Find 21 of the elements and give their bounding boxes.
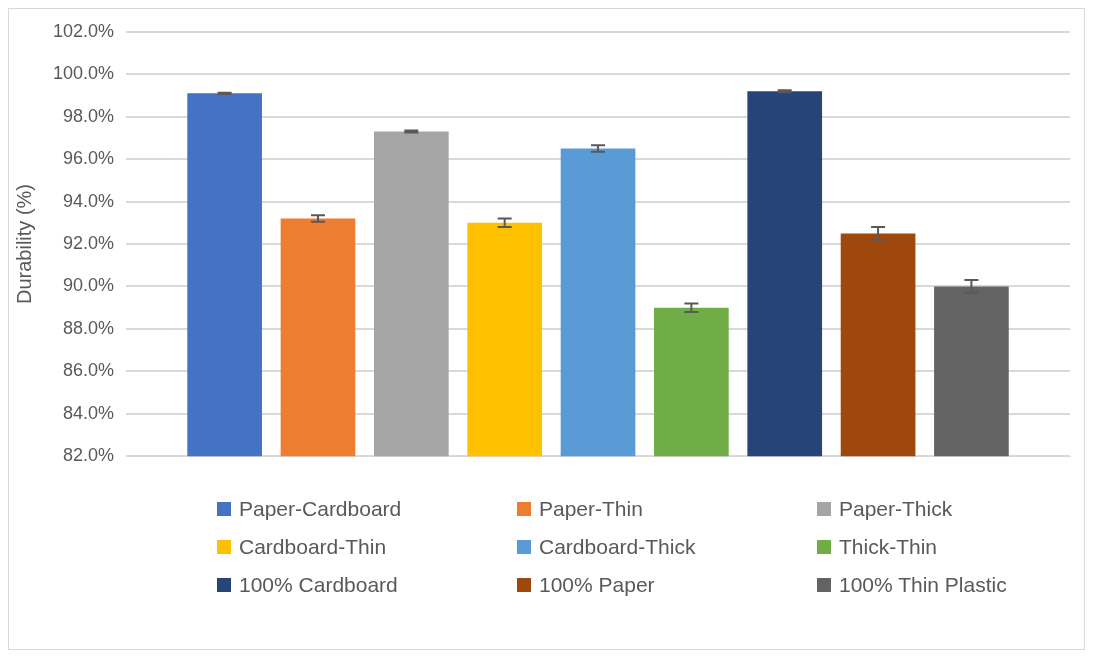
y-tick-label: 86.0%: [63, 360, 115, 381]
legend-label: 100% Paper: [539, 573, 655, 597]
legend-label: 100% Thin Plastic: [839, 573, 1007, 597]
legend-label: Paper-Thick: [839, 497, 953, 521]
y-tick-label: 94.0%: [63, 190, 115, 211]
y-axis-title: Durability (%): [12, 183, 35, 305]
y-tick-label: 96.0%: [63, 148, 115, 169]
legend-label: Cardboard-Thin: [239, 535, 387, 559]
legend-label: Thick-Thin: [839, 535, 938, 559]
y-tick-label: 82.0%: [63, 445, 115, 466]
legend-label: Cardboard-Thick: [539, 535, 696, 559]
y-tick-label: 102.0%: [52, 20, 115, 41]
y-tick-label: 90.0%: [63, 275, 115, 296]
legend-label: 100% Cardboard: [239, 573, 398, 597]
legend-label: Paper-Thin: [539, 497, 643, 521]
legend-label: Paper-Cardboard: [239, 497, 402, 521]
y-tick-label: 98.0%: [63, 105, 115, 126]
y-tick-label: 84.0%: [63, 402, 115, 423]
y-tick-label: 88.0%: [63, 317, 115, 338]
y-tick-label: 92.0%: [63, 232, 115, 253]
y-tick-label: 100.0%: [52, 63, 115, 84]
